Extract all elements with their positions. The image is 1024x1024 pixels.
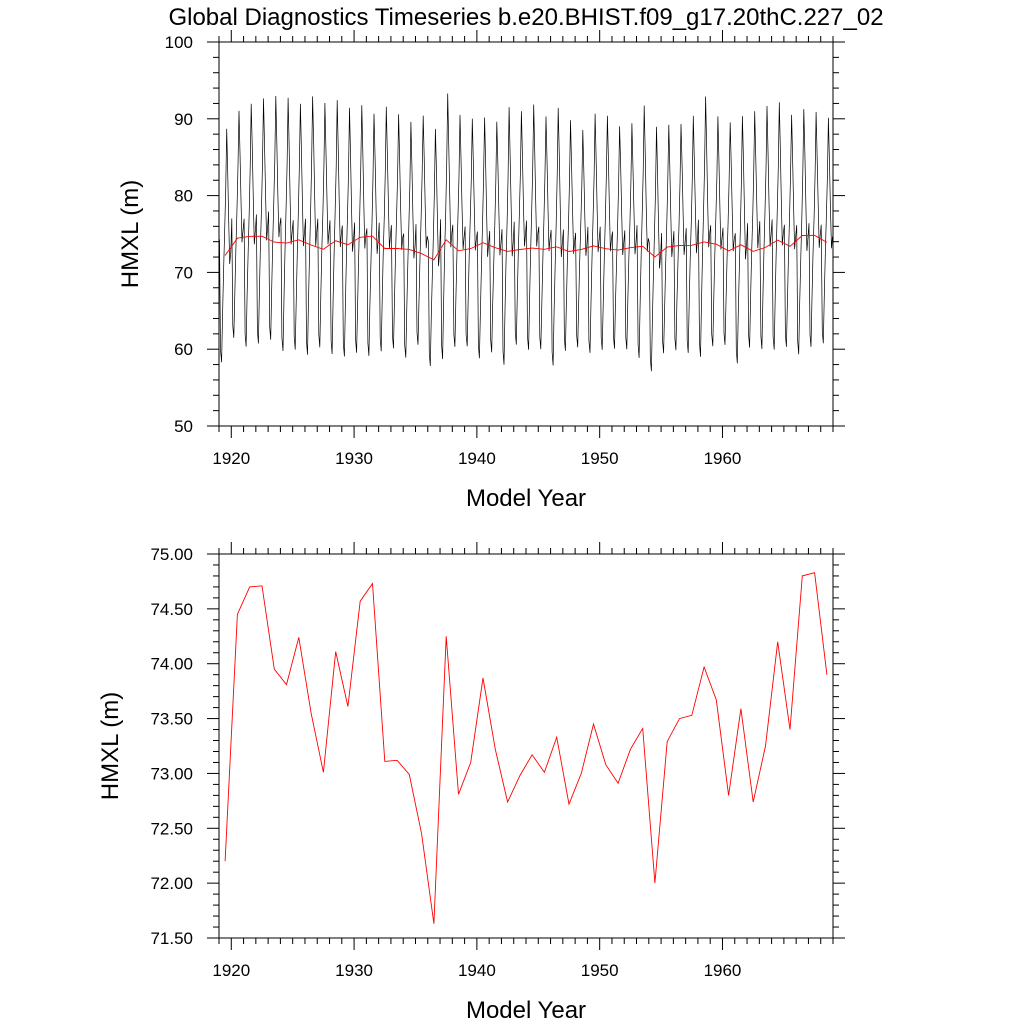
x-tick-label: 1920: [212, 449, 250, 468]
annual-mean-line: [224, 234, 828, 261]
y-axis-label: HMXL (m): [97, 692, 124, 800]
plot-frame: [218, 553, 834, 939]
bottom-panel-annual-mean: 1920 1930 1940 1950 1960 71.50 72.00 72.50 73.00…: [97, 542, 845, 1024]
y-tick-label: 72.50: [150, 819, 193, 838]
x-tick-label: 1930: [335, 961, 373, 980]
chart-title: Global Diagnostics Timeseries b.e20.BHIS…: [168, 4, 883, 31]
y-tick-label: 74.00: [150, 655, 193, 674]
x-tick-label: 1950: [581, 961, 619, 980]
plot-frame: [218, 41, 834, 427]
y-tick-label: 75.00: [150, 545, 193, 564]
y-tick-label: 73.00: [150, 764, 193, 783]
y-axis-label: HMXL (m): [117, 180, 144, 288]
x-tick-label: 1950: [581, 449, 619, 468]
x-tick-label: 1940: [458, 449, 496, 468]
x-tick-label: 1930: [335, 449, 373, 468]
y-tick-label: 100: [165, 33, 193, 52]
y-tick-label: 71.50: [150, 929, 193, 948]
y-tick-label: 60: [174, 340, 193, 359]
y-tick-label: 74.50: [150, 600, 193, 619]
top-panel-monthly-and-annual: 1920 1930 1940 1950 1960 50 60 70 80 90 100 Model Y…: [117, 30, 845, 512]
x-tick-label: 1960: [704, 961, 742, 980]
y-tick-label: 50: [174, 417, 193, 436]
x-axis-label: Model Year: [466, 485, 586, 512]
monthly-series-line: [219, 93, 833, 372]
x-tick-label: 1940: [458, 961, 496, 980]
x-tick-label: 1960: [704, 449, 742, 468]
annual-mean-line: [224, 572, 828, 924]
y-tick-label: 70: [174, 263, 193, 282]
x-axis-label: Model Year: [466, 997, 586, 1024]
x-tick-label: 1920: [212, 961, 250, 980]
y-tick-label: 80: [174, 187, 193, 206]
y-tick-label: 73.50: [150, 710, 193, 729]
y-tick-label: 72.00: [150, 874, 193, 893]
y-tick-label: 90: [174, 110, 193, 129]
